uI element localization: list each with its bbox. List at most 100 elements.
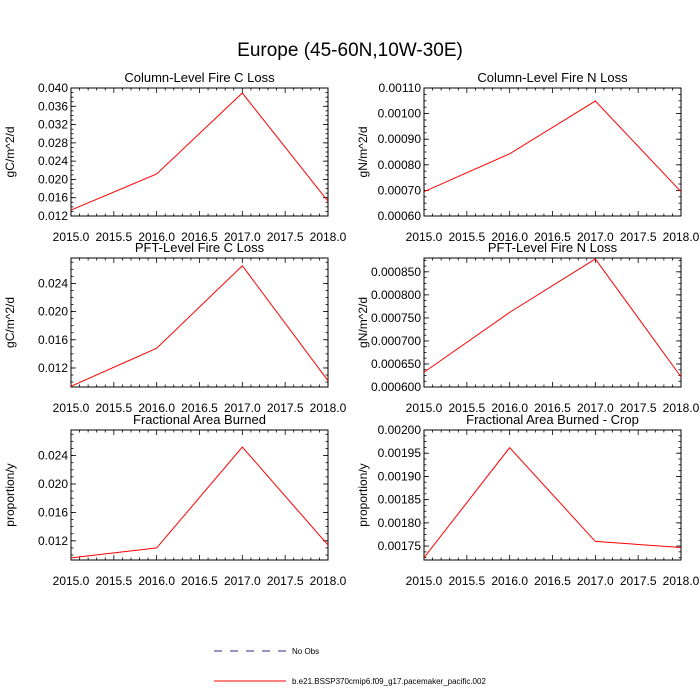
- x-tick-label: 2017.5: [620, 230, 657, 244]
- x-tick-label: 2017.0: [577, 574, 614, 588]
- panel-pft-level-fire-n-loss: PFT-Level Fire N Loss gN/m^2/d 2015.0 2015.…: [356, 240, 700, 415]
- panels-group: Column-Level Fire C Loss gC/m^2/d 2015.0 20…: [3, 70, 700, 588]
- plot-frame: [70, 429, 329, 561]
- plot-frame: [423, 87, 682, 217]
- x-tick-label: 2018.0: [310, 574, 347, 588]
- y-axis-label: proportion/y: [356, 463, 370, 526]
- x-tick-label: 2017.0: [224, 574, 261, 588]
- y-tick-label: 0.028: [38, 136, 68, 150]
- x-tick-label: 2018.0: [310, 401, 347, 415]
- x-tick-label: 2016.5: [181, 574, 218, 588]
- series-line: [423, 100, 682, 193]
- x-tick-label: 2015.5: [95, 230, 132, 244]
- plot-frame: [423, 257, 682, 388]
- y-tick-label: 0.000750: [371, 311, 421, 325]
- y-tick-label: 0.016: [38, 333, 68, 347]
- y-axis-label: gN/m^2/d: [356, 127, 370, 178]
- y-tick-label: 0.00175: [378, 539, 422, 553]
- x-tick-label: 2017.5: [267, 574, 304, 588]
- y-tick-label: 0.00185: [378, 493, 422, 507]
- panel-title: Column-Level Fire N Loss: [477, 70, 628, 85]
- panel-title: Column-Level Fire C Loss: [124, 70, 275, 85]
- x-tick-label: 2015.0: [406, 574, 443, 588]
- panel-pft-level-fire-c-loss: PFT-Level Fire C Loss gC/m^2/d 2015.0 2015.…: [3, 240, 347, 415]
- y-tick-label: 0.00200: [378, 423, 422, 437]
- x-tick-label: 2016.5: [181, 230, 218, 244]
- x-tick-label: 2015.5: [95, 401, 132, 415]
- y-tick-label: 0.00080: [378, 158, 422, 172]
- series-line: [423, 258, 682, 378]
- y-tick-label: 0.00180: [378, 516, 422, 530]
- y-tick-label: 0.000650: [371, 357, 421, 371]
- panel-column-level-fire-c-loss: Column-Level Fire C Loss gC/m^2/d 2015.0 20…: [3, 70, 347, 244]
- y-axis-label: gC/m^2/d: [3, 127, 17, 178]
- y-tick-label: 0.024: [38, 154, 68, 168]
- x-tick-label: 2016.0: [138, 574, 175, 588]
- x-tick-label: 2018.0: [310, 230, 347, 244]
- y-tick-label: 0.00190: [378, 469, 422, 483]
- y-tick-label: 0.024: [38, 449, 68, 463]
- x-tick-label: 2015.5: [95, 574, 132, 588]
- y-tick-label: 0.00110: [379, 81, 422, 95]
- panel-title: PFT-Level Fire C Loss: [135, 240, 265, 255]
- x-tick-label: 2016.0: [138, 401, 175, 415]
- y-tick-label: 0.024: [38, 276, 68, 290]
- panel-title: Fractional Area Burned: [133, 412, 266, 427]
- x-tick-label: 2016.5: [534, 230, 571, 244]
- y-tick-label: 0.000800: [371, 288, 421, 302]
- legend-entry-model: b.e21.BSSP370cmip6.f09_g17.pacemaker_pac…: [214, 677, 486, 686]
- x-tick-label: 2015.5: [448, 574, 485, 588]
- y-tick-label: 0.012: [38, 361, 68, 375]
- x-tick-label: 2015.5: [448, 401, 485, 415]
- panel-fractional-area-burned-crop: Fractional Area Burned - Crop proportion/…: [356, 412, 700, 588]
- x-tick-label: 2016.5: [181, 401, 218, 415]
- x-tick-label: 2018.0: [663, 574, 700, 588]
- x-tick-label: 2015.0: [53, 230, 90, 244]
- series-line: [423, 446, 682, 558]
- y-tick-label: 0.00070: [378, 183, 422, 197]
- x-tick-label: 2017.0: [577, 401, 614, 415]
- x-tick-label: 2015.0: [53, 401, 90, 415]
- legend: No Obs b.e21.BSSP370cmip6.f09_g17.pacema…: [214, 647, 486, 686]
- x-tick-label: 2017.5: [620, 574, 657, 588]
- panel-fractional-area-burned: Fractional Area Burned proportion/y 2015.0…: [3, 412, 347, 588]
- x-tick-label: 2017.5: [620, 401, 657, 415]
- x-tick-label: 2017.0: [577, 230, 614, 244]
- x-tick-label: 2015.0: [406, 401, 443, 415]
- y-tick-label: 0.016: [38, 505, 68, 519]
- y-tick-label: 0.00060: [378, 209, 422, 223]
- y-tick-label: 0.000850: [371, 265, 421, 279]
- series-line: [70, 264, 329, 387]
- x-tick-label: 2016.0: [491, 230, 528, 244]
- x-tick-label: 2016.5: [534, 574, 571, 588]
- y-tick-label: 0.000700: [371, 334, 421, 348]
- y-tick-label: 0.036: [38, 99, 68, 113]
- y-tick-label: 0.00090: [378, 132, 422, 146]
- series-line: [70, 92, 329, 211]
- legend-entry-no-obs: No Obs: [214, 647, 319, 656]
- y-tick-label: 0.012: [38, 534, 68, 548]
- series-line: [70, 446, 329, 559]
- y-tick-label: 0.040: [38, 81, 68, 95]
- y-tick-label: 0.000600: [371, 380, 421, 394]
- y-tick-label: 0.020: [38, 305, 68, 319]
- y-tick-label: 0.020: [38, 477, 68, 491]
- x-tick-label: 2015.0: [53, 574, 90, 588]
- y-axis-label: proportion/y: [3, 463, 17, 526]
- legend-label-model: b.e21.BSSP370cmip6.f09_g17.pacemaker_pac…: [292, 677, 486, 686]
- legend-label-no-obs: No Obs: [292, 647, 319, 656]
- y-tick-label: 0.012: [38, 209, 68, 223]
- x-tick-label: 2016.0: [138, 230, 175, 244]
- x-tick-label: 2018.0: [663, 230, 700, 244]
- x-tick-label: 2015.0: [406, 230, 443, 244]
- x-tick-label: 2015.5: [448, 230, 485, 244]
- x-tick-label: 2016.5: [534, 401, 571, 415]
- panel-title: Fractional Area Burned - Crop: [466, 412, 639, 427]
- x-tick-label: 2017.5: [267, 230, 304, 244]
- panel-column-level-fire-n-loss: Column-Level Fire N Loss gN/m^2/d 2015.0 20…: [356, 70, 700, 244]
- y-tick-label: 0.020: [38, 172, 68, 186]
- figure-title: Europe (45-60N,10W-30E): [237, 40, 463, 61]
- x-tick-label: 2018.0: [663, 401, 700, 415]
- x-tick-label: 2016.0: [491, 401, 528, 415]
- x-tick-label: 2017.5: [267, 401, 304, 415]
